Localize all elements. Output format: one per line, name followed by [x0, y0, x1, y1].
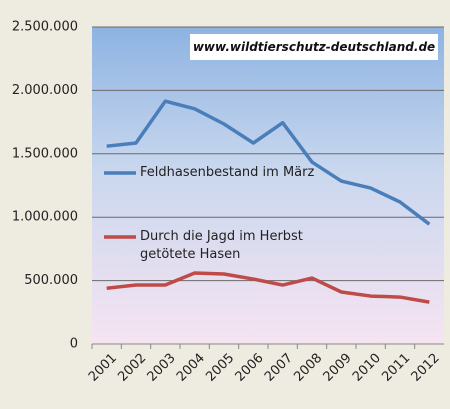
y-tick-label: 1.000.000 [12, 210, 78, 225]
legend-label: Feldhasenbestand im März [140, 165, 315, 180]
annotation: www.wildtierschutz-deutschland.de [190, 34, 438, 60]
x-tick-label: 2010 [350, 351, 384, 385]
y-tick-label: 2.500.000 [12, 20, 78, 35]
x-tick-label: 2001 [86, 351, 120, 385]
y-tick-label: 1.500.000 [12, 146, 78, 161]
legend-label: Durch die Jagd im Herbst getötete Hasen [140, 229, 303, 262]
y-tick-label: 0 [70, 337, 78, 352]
y-tick-label: 500.000 [24, 273, 78, 288]
x-tick-label: 2009 [321, 351, 355, 385]
series-line [106, 99, 431, 226]
x-tick-label: 2011 [379, 351, 413, 385]
x-tick-label: 2007 [262, 351, 296, 385]
x-tick-label: 2002 [115, 351, 149, 385]
x-tick-label: 2005 [203, 351, 237, 385]
x-tick-label: 2006 [233, 351, 267, 385]
plot-area [92, 27, 444, 344]
x-tick-label: 2012 [409, 351, 443, 385]
x-tick-label: 2004 [174, 351, 208, 385]
series-line [106, 271, 430, 304]
x-tick-label: 2003 [145, 351, 179, 385]
x-tick-label: 2008 [291, 351, 325, 385]
y-tick-label: 2.000.000 [12, 83, 78, 98]
